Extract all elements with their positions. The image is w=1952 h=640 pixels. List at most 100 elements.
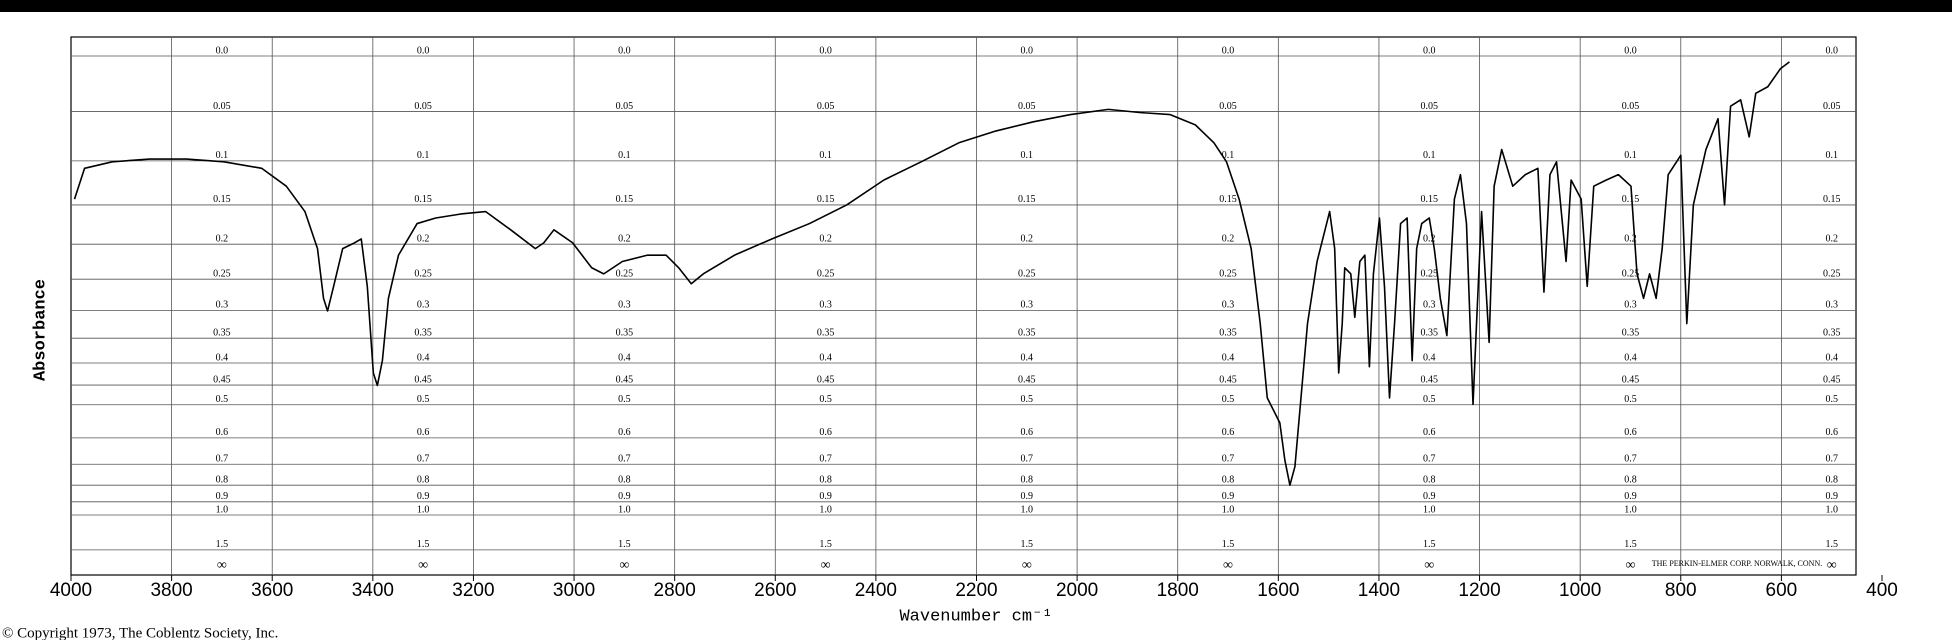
y-tick-label: 1.5 [1624,539,1637,550]
y-tick-label: 0.4 [618,352,631,363]
y-tick-label: 0.45 [1219,374,1237,385]
y-tick-label: 0.25 [414,269,432,280]
y-tick-label: 0.5 [1624,394,1637,405]
x-tick-label: 1800 [1157,580,1199,601]
y-tick-label: 0.6 [618,427,631,438]
y-tick-label: 1.0 [1624,504,1637,515]
y-tick-label: 0.9 [1423,491,1436,502]
x-tick-label: 3000 [553,580,595,601]
y-tick-label: 0.6 [1222,427,1235,438]
y-tick-label: 0.25 [817,269,835,280]
y-tick-label: 0.15 [1018,194,1036,205]
y-tick-label: 0.3 [819,300,832,311]
x-tick-label: 2600 [754,580,796,601]
copyright: © Copyright 1973, The Coblentz Society, … [2,625,278,640]
y-tick-label: 0.6 [216,427,229,438]
y-tick-label: 0.6 [417,427,430,438]
y-tick-label: 0.8 [1624,474,1637,485]
y-tick-label: 0.05 [817,101,835,112]
y-tick-label: 0.05 [1823,101,1841,112]
y-tick-label: 0.25 [1622,269,1640,280]
y-tick-label: 0.15 [414,194,432,205]
y-tick-label: 0.8 [819,474,832,485]
y-tick-label: 0.05 [1421,101,1439,112]
x-tick-label: 3800 [150,580,192,601]
y-tick-label: 0.0 [1021,45,1034,56]
y-tick-label: 1.5 [216,539,229,550]
y-tick-label: 0.35 [1823,327,1841,338]
y-tick-label: 0.15 [1622,194,1640,205]
x-tick-label: 4000 [50,580,92,601]
y-tick-label: 0.2 [216,234,229,245]
y-tick-label: 0.2 [1825,234,1838,245]
y-tick-label: 0.4 [417,352,430,363]
y-end-label: ∞ [1625,558,1635,573]
y-tick-label: 0.05 [1622,101,1640,112]
y-tick-label: 0.0 [1423,45,1436,56]
y-tick-label: 0.4 [819,352,832,363]
spectrum-line [73,61,1790,486]
y-tick-label: 0.4 [1624,352,1637,363]
y-tick-label: 0.15 [1219,194,1237,205]
y-end-label: ∞ [1223,558,1233,573]
y-tick-label: 0.45 [414,374,432,385]
y-tick-label: 0.15 [817,194,835,205]
y-tick-label: 1.0 [417,504,430,515]
y-tick-label: 0.0 [216,45,229,56]
y-tick-label: 0.5 [1222,394,1235,405]
imprint: THE PERKIN-ELMER CORP. NORWALK, CONN. [1652,559,1822,568]
x-tick-label: 400 [1866,580,1898,601]
y-tick-label: 0.15 [1823,194,1841,205]
x-tick-label: 3200 [452,580,494,601]
x-tick-label: 1400 [1358,580,1400,601]
y-tick-label: 0.9 [216,491,229,502]
y-tick-label: 0.45 [1421,374,1439,385]
y-tick-label: 1.0 [216,504,229,515]
y-tick-label: 0.7 [417,454,430,465]
y-end-label: ∞ [619,558,629,573]
y-tick-label: 0.3 [417,300,430,311]
y-tick-label: 0.6 [1825,427,1838,438]
y-tick-label: 0.4 [216,352,229,363]
y-tick-label: 0.05 [414,101,432,112]
y-tick-label: 0.3 [216,300,229,311]
y-tick-label: 0.8 [1021,474,1034,485]
y-end-label: ∞ [1022,558,1032,573]
y-tick-label: 0.15 [1421,194,1439,205]
y-tick-label: 1.5 [417,539,430,550]
y-tick-label: 0.05 [213,101,231,112]
y-tick-label: 0.7 [216,454,229,465]
y-tick-label: 0.1 [1021,150,1034,161]
y-tick-label: 0.8 [1222,474,1235,485]
y-tick-label: 0.5 [417,394,430,405]
y-tick-label: 0.7 [1021,454,1034,465]
y-tick-label: 0.25 [1823,269,1841,280]
y-tick-label: 0.6 [1423,427,1436,438]
y-tick-label: 0.3 [618,300,631,311]
y-tick-label: 0.1 [216,150,229,161]
y-tick-label: 0.9 [1624,491,1637,502]
y-tick-label: 0.15 [213,194,231,205]
y-tick-label: 0.3 [1423,300,1436,311]
x-tick-label: 2200 [955,580,997,601]
x-tick-label: 2400 [855,580,897,601]
y-tick-label: 0.25 [1219,269,1237,280]
y-tick-label: 0.05 [1219,101,1237,112]
x-tick-label: 1000 [1559,580,1601,601]
y-tick-label: 0.2 [1423,234,1436,245]
y-tick-label: 0.1 [1423,150,1436,161]
y-tick-label: 0.3 [1825,300,1838,311]
y-tick-label: 0.7 [1825,454,1838,465]
y-tick-label: 1.5 [1222,539,1235,550]
x-tick-label: 3600 [251,580,293,601]
y-tick-label: 0.35 [1018,327,1036,338]
y-tick-label: 1.0 [618,504,631,515]
y-axis-label: Absorbance [31,279,50,381]
y-tick-label: 0.8 [216,474,229,485]
x-tick-label: 2000 [1056,580,1098,601]
y-tick-label: 0.2 [1624,234,1637,245]
y-tick-label: 0.0 [417,45,430,56]
y-tick-label: 1.0 [1423,504,1436,515]
y-tick-label: 0.5 [1423,394,1436,405]
y-tick-label: 0.6 [1021,427,1034,438]
